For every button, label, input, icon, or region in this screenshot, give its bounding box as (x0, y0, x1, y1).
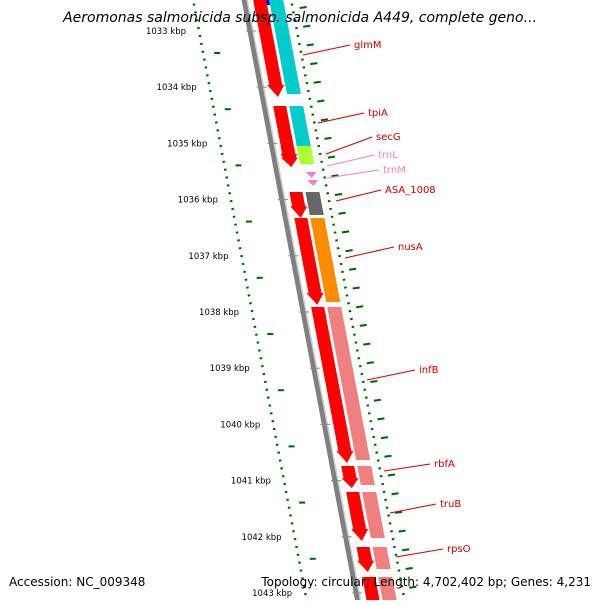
leader-line-nusA (344, 246, 395, 259)
scale-tick-label: 1036 kbp (178, 196, 218, 206)
gc-content-tick (409, 585, 417, 589)
gc-content-tick (377, 417, 385, 421)
scale-tick-label: 1040 kbp (220, 420, 260, 430)
trna-arrow-trnL[interactable] (305, 172, 317, 178)
gc-content-tick (310, 62, 318, 66)
map-title: Aeromonas salmonicida subsp. salmonicida… (63, 10, 537, 26)
gc-content-tick (384, 454, 392, 458)
gene-label-rbfA[interactable]: rbfA (434, 459, 455, 470)
leader-line-tpiA (317, 112, 365, 124)
leader-line-trnL (326, 154, 375, 167)
topology-summary: Topology: circular; Length: 4,702,402 bp… (261, 575, 591, 589)
gc-content-tick (359, 323, 367, 327)
gc-content-tick (370, 380, 378, 383)
gene-label-nusA[interactable]: nusA (398, 242, 423, 253)
cds-arrow-rbfA[interactable] (341, 466, 359, 488)
gene-label-infB[interactable]: infB (419, 365, 439, 376)
gene-label-glmM[interactable]: glmM (354, 40, 382, 51)
backbone-highlight (246, 0, 363, 605)
scale-tick-label: 1041 kbp (231, 477, 271, 487)
gene-label-rpsO[interactable]: rpsO (447, 544, 471, 555)
category-band-infB[interactable] (327, 307, 371, 460)
gc-content-tick (345, 249, 353, 253)
leader-line-truB (389, 503, 437, 514)
gc-content-tick (373, 398, 382, 402)
gc-content-tick (313, 80, 321, 84)
backbone-axis (241, 0, 362, 605)
gc-content-tick (363, 342, 371, 346)
scale-tick-label: 1037 kbp (188, 252, 228, 262)
gc-content-tick (334, 193, 343, 196)
scale-tick-label: 1038 kbp (199, 308, 239, 318)
gc-content-tick (324, 136, 332, 140)
gc-content-tick (356, 305, 364, 309)
gc-content-tick (341, 230, 350, 234)
gc-content-tick (402, 548, 410, 552)
gene-label-ASA_1008[interactable]: ASA_1008 (385, 185, 436, 196)
category-band-nusA[interactable] (310, 218, 341, 302)
leader-line-trnM (326, 169, 380, 179)
gc-content-tick (391, 492, 399, 496)
cds-arrow-secG[interactable] (280, 146, 298, 167)
leader-line-glmM (302, 44, 351, 56)
leader-line-rpsO (395, 548, 444, 558)
gc-content-tick (317, 99, 325, 103)
gc-content-tick (306, 43, 314, 47)
gc-content-tick (327, 155, 336, 159)
accession-text: Accession: NC_009348 (9, 575, 146, 589)
category-band-secG[interactable] (296, 146, 315, 164)
gc-content-tick (387, 473, 396, 477)
gc-content-tick (299, 6, 307, 9)
category-band-next[interactable] (378, 577, 400, 605)
category-band-truB[interactable] (362, 492, 385, 538)
category-band-glmM[interactable] (267, 0, 301, 94)
gene-label-tpiA[interactable]: tpiA (368, 108, 388, 119)
scale-tick-label: 1039 kbp (210, 364, 250, 374)
scale-tick-label: 1034 kbp (157, 83, 197, 93)
category-band-ASA_1008[interactable] (305, 192, 324, 215)
scale-tick-label: 1035 kbp (167, 139, 207, 149)
scale-tick-label: 1043 kbp (252, 589, 292, 599)
category-band-rpsO[interactable] (372, 547, 391, 569)
cds-arrow-ASA_1008[interactable] (289, 192, 308, 218)
cds-arrow-truB[interactable] (346, 492, 369, 541)
scale-tick-label: 1042 kbp (242, 533, 282, 543)
category-band-rbfA[interactable] (357, 466, 375, 485)
gene-label-trnL[interactable]: trnL (378, 150, 398, 161)
trna-arrow-trnM[interactable] (307, 180, 319, 186)
leader-line-ASA_1008 (335, 189, 382, 202)
cds-arrow-rpsO[interactable] (356, 547, 375, 572)
gc-content-tick (394, 510, 403, 514)
gc-content-tick (366, 361, 374, 365)
gc-content-tick (348, 267, 357, 271)
gc-skew-outer-track (289, 0, 407, 605)
cds-arrow-next[interactable] (362, 577, 383, 605)
gc-content-tick (380, 436, 389, 440)
gc-content-tick (320, 118, 329, 122)
cds-arrow-nusA[interactable] (294, 218, 324, 305)
scale-tick-label: 1033 kbp (146, 27, 186, 37)
gc-content-tick (303, 24, 311, 28)
leader-line-infB (366, 369, 416, 381)
gc-content-tick (352, 286, 360, 290)
gene-label-trnM[interactable]: trnM (383, 165, 406, 176)
cds-arrow-infB[interactable] (311, 307, 354, 463)
gc-content-tick (338, 211, 346, 215)
gc-content-tick (405, 567, 413, 570)
gc-content-tick (331, 174, 339, 178)
cds-arrow-glmM[interactable] (251, 0, 285, 97)
leader-line-secG (325, 136, 373, 155)
gc-content-tick (398, 529, 406, 533)
gene-label-truB[interactable]: truB (440, 499, 461, 510)
gene-label-secG[interactable]: secG (376, 132, 401, 143)
leader-line-rbfA (383, 463, 431, 472)
